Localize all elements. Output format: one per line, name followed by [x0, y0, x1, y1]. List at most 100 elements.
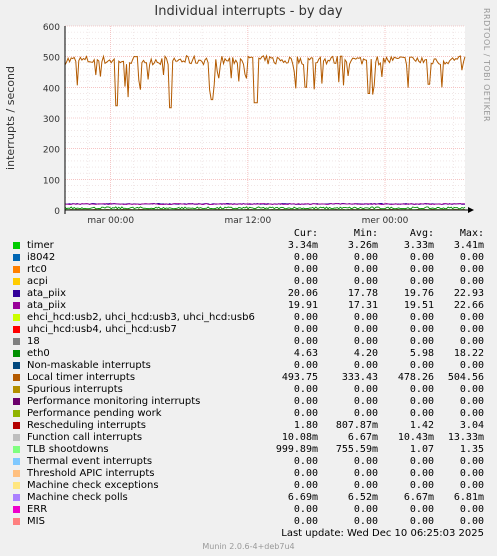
value-avg: 19.76 [403, 288, 434, 299]
series-swatch [13, 470, 20, 477]
series-label: Threshold APIC interrupts [27, 468, 155, 479]
chart-title: Individual interrupts - by day [154, 4, 343, 19]
value-min: 807.87m [335, 420, 378, 431]
series-swatch [13, 350, 20, 357]
value-min: 0.00 [353, 384, 378, 395]
munin-version: Munin 2.0.6-4+deb7u4 [202, 542, 295, 551]
value-cur: 0.00 [293, 324, 318, 335]
series-swatch [13, 374, 20, 381]
legend-row: Non-maskable interrupts 0.00 0.00 0.00 0.00 [0, 360, 497, 372]
series-swatch [13, 266, 20, 273]
value-max: 1.35 [459, 444, 484, 455]
x-tick-label: mar 00:00 [87, 216, 134, 226]
value-min: 0.00 [353, 480, 378, 491]
value-cur: 10.08m [281, 432, 318, 443]
series-label: ehci_hcd:usb2, uhci_hcd:usb3, uhci_hcd:u… [27, 312, 255, 323]
value-cur: 0.00 [293, 480, 318, 491]
value-min: 6.67m [347, 432, 378, 443]
value-cur: 0.00 [293, 336, 318, 347]
series-label: uhci_hcd:usb4, uhci_hcd:usb7 [27, 324, 177, 335]
value-cur: 0.00 [293, 468, 318, 479]
value-min: 0.00 [353, 276, 378, 287]
value-min: 4.20 [353, 348, 378, 359]
value-max: 0.00 [459, 516, 484, 527]
value-avg: 0.00 [409, 276, 434, 287]
value-avg: 0.00 [409, 336, 434, 347]
series-swatch [13, 446, 20, 453]
legend-row: ehci_hcd:usb2, uhci_hcd:usb3, uhci_hcd:u… [0, 312, 497, 324]
y-tick-label: 200 [43, 146, 60, 156]
legend-row: Threshold APIC interrupts 0.00 0.00 0.00 0.0… [0, 468, 497, 480]
value-max: 504.56 [447, 372, 484, 383]
y-tick-label: 600 [43, 23, 60, 33]
series-label: Local timer interrupts [27, 372, 136, 383]
value-max: 0.00 [459, 396, 484, 407]
legend-row: Performance pending work 0.00 0.00 0.00 0.00 [0, 408, 497, 420]
value-max: 18.22 [453, 348, 484, 359]
y-tick-label: 500 [43, 54, 60, 64]
value-avg: 0.00 [409, 384, 434, 395]
value-avg: 0.00 [409, 324, 434, 335]
legend-row: Rescheduling interrupts 1.80 807.87m 1.42 3.… [0, 420, 497, 432]
value-avg: 6.67m [403, 492, 434, 503]
value-max: 0.00 [459, 336, 484, 347]
legend-row: acpi 0.00 0.00 0.00 0.00 [0, 276, 497, 288]
value-avg: 0.00 [409, 396, 434, 407]
value-avg: 1.07 [409, 444, 434, 455]
series-label: Spurious interrupts [27, 384, 123, 395]
series-swatch [13, 410, 20, 417]
legend-row: ata_piix 19.91 17.31 19.51 22.66 [0, 300, 497, 312]
value-avg: 0.00 [409, 360, 434, 371]
value-max: 3.41m [453, 240, 484, 251]
series-label: ata_piix [27, 300, 66, 311]
series-label: Thermal event interrupts [27, 456, 153, 467]
value-max: 0.00 [459, 324, 484, 335]
legend-header: Cur: Min: Avg: Max: [0, 228, 497, 240]
value-max: 0.00 [459, 276, 484, 287]
value-cur: 0.00 [293, 396, 318, 407]
value-avg: 0.00 [409, 504, 434, 515]
series-label: Machine check exceptions [27, 480, 159, 491]
value-cur: 0.00 [293, 408, 318, 419]
series-label: timer [27, 240, 54, 251]
value-max: 0.00 [459, 504, 484, 515]
value-min: 0.00 [353, 360, 378, 371]
legend-row: eth0 4.63 4.20 5.98 18.22 [0, 348, 497, 360]
value-max: 0.00 [459, 264, 484, 275]
value-min: 0.00 [353, 252, 378, 263]
series-label: MIS [27, 516, 45, 527]
value-min: 17.78 [347, 288, 378, 299]
value-avg: 0.00 [409, 408, 434, 419]
series-label: Function call interrupts [27, 432, 143, 443]
value-avg: 0.00 [409, 252, 434, 263]
value-cur: 4.63 [293, 348, 318, 359]
y-tick-label: 100 [43, 176, 60, 186]
value-max: 22.93 [453, 288, 484, 299]
value-min: 0.00 [353, 264, 378, 275]
y-axis-label: interrupts / second [4, 66, 17, 170]
value-cur: 999.89m [275, 444, 318, 455]
value-avg: 19.51 [403, 300, 434, 311]
value-avg: 0.00 [409, 312, 434, 323]
series-swatch [13, 398, 20, 405]
legend-row: rtc0 0.00 0.00 0.00 0.00 [0, 264, 497, 276]
header-avg: Avg: [409, 228, 434, 239]
value-min: 0.00 [353, 468, 378, 479]
value-max: 0.00 [459, 408, 484, 419]
series-label: acpi [27, 276, 48, 287]
value-cur: 1.80 [293, 420, 318, 431]
plot-background [65, 26, 465, 211]
series-swatch [13, 254, 20, 261]
series-swatch [13, 242, 20, 249]
header-max: Max: [459, 228, 484, 239]
value-max: 22.66 [453, 300, 484, 311]
series-swatch [13, 494, 20, 501]
value-max: 6.81m [453, 492, 484, 503]
series-label: ERR [27, 504, 48, 515]
value-min: 6.52m [347, 492, 378, 503]
series-swatch [13, 386, 20, 393]
axis-ticks: 0 100 200 300 400 500 600 mar 00:00 mar 12:00 mer… [43, 23, 409, 226]
series-swatch [13, 482, 20, 489]
chart: 0 100 200 300 400 500 600 mar 00:00 mar 12:00 mer… [4, 23, 474, 226]
value-min: 333.43 [341, 372, 378, 383]
